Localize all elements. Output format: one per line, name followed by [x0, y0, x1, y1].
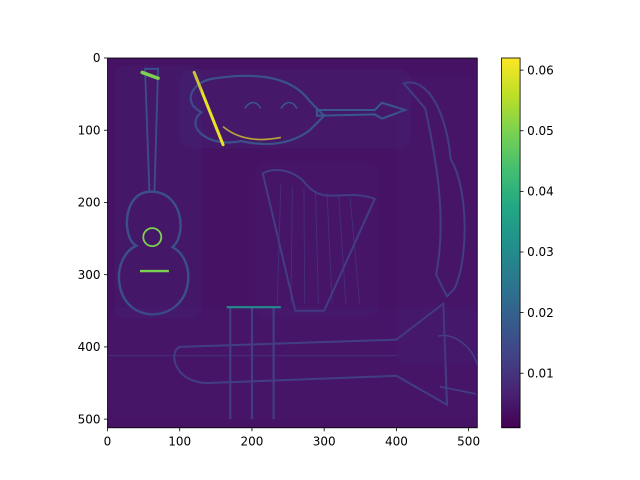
harp-string	[338, 195, 347, 304]
guitar-body	[117, 190, 190, 316]
y-tick-label: 500	[78, 412, 101, 426]
cello-figure-glow	[396, 76, 478, 365]
y-tick-label: 300	[78, 268, 101, 282]
trumpet-mouthpiece	[439, 385, 477, 395]
y-tick-label: 100	[78, 123, 101, 137]
harp-string	[303, 188, 306, 304]
colorbar-tick-label: 0.01	[527, 366, 554, 380]
y-tick-label: 400	[78, 340, 101, 354]
x-tick-label: 500	[457, 434, 480, 448]
violin-neck	[315, 101, 409, 120]
cello-figure	[396, 76, 478, 366]
guitar-sound-hole	[142, 227, 163, 248]
y-tick-label: 200	[78, 196, 101, 210]
trumpet-figure	[107, 301, 478, 420]
colorbar-tick-label: 0.04	[527, 185, 554, 199]
harp-string	[326, 193, 333, 304]
x-tick-label: 300	[313, 434, 336, 448]
trumpet-figure-glow	[107, 307, 478, 420]
guitar-figure	[114, 65, 202, 319]
violin-body	[189, 74, 326, 145]
x-tick-label: 400	[385, 434, 408, 448]
heatmap-image	[107, 58, 478, 428]
trumpet-valves	[229, 307, 275, 420]
violin-figure	[179, 68, 411, 149]
cello-scroll	[438, 334, 478, 366]
x-axis-ticks: 0 100 200 300 400 500	[104, 427, 480, 448]
colorbar-tick-label: 0.02	[527, 306, 554, 320]
colorbar-tick-label: 0.05	[527, 124, 554, 138]
colorbar-frame	[501, 57, 521, 429]
harp-frame	[261, 169, 377, 312]
colorbar-tick-label: 0.06	[527, 63, 554, 77]
harp-string	[290, 186, 293, 304]
y-axis-ticks: 0 100 200 300 400 500	[78, 51, 108, 426]
y-tick-label: 0	[93, 51, 101, 65]
x-tick-label: 100	[168, 434, 191, 448]
harp-string	[349, 197, 361, 304]
x-tick-label: 200	[241, 434, 264, 448]
violin-edge-highlight	[222, 126, 282, 141]
colorbar-tick-label: 0.03	[527, 245, 554, 259]
x-tick-label: 0	[104, 434, 112, 448]
violin-f-holes	[244, 101, 298, 109]
harp-string	[315, 190, 319, 304]
plot-frame	[107, 57, 478, 429]
violin-figure-glow	[179, 68, 411, 149]
violin-bow-highlight	[192, 70, 225, 147]
guitar-head-highlight	[140, 70, 160, 80]
harp-figure	[255, 162, 379, 319]
heatmap-background	[107, 58, 478, 428]
cello-outline	[401, 81, 466, 299]
colorbar-ticks: 0.01 0.02 0.03 0.04 0.05 0.06	[520, 63, 554, 380]
trumpet-body	[173, 301, 449, 407]
harp-string	[276, 184, 282, 304]
colorbar-gradient	[501, 58, 521, 428]
colorbar: 0.01 0.02 0.03 0.04 0.05 0.06	[501, 57, 554, 429]
